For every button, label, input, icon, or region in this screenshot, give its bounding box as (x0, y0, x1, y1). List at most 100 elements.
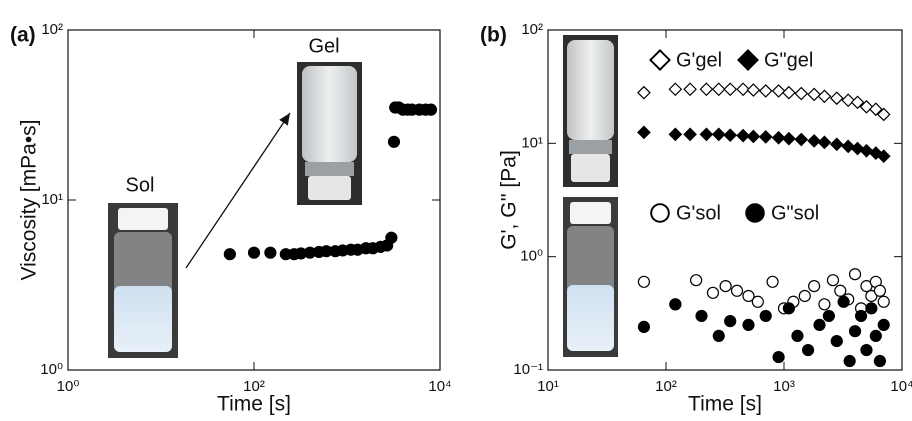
data-point (860, 343, 873, 357)
legend-label: G'gel (676, 49, 722, 71)
annotation: Sol (126, 174, 155, 196)
data-point (822, 309, 835, 323)
data-point (706, 286, 720, 299)
data-point (817, 89, 832, 104)
gel-photo (297, 62, 362, 205)
data-point (699, 82, 714, 97)
legend-marker (650, 203, 670, 223)
data-point (826, 274, 840, 287)
sol-photo (108, 203, 178, 358)
data-point (841, 93, 856, 108)
data-point (865, 302, 878, 315)
data-point (247, 246, 261, 259)
y-tick-label: 10¹ (41, 191, 63, 208)
x-tick-label: 10⁰ (57, 378, 80, 395)
data-point (223, 248, 236, 261)
data-point (387, 135, 401, 148)
data-point (868, 146, 883, 160)
data-point (751, 295, 764, 308)
legend-marker (649, 49, 671, 71)
y-tick-label: 10² (41, 21, 63, 38)
sol-photo-b (563, 197, 618, 357)
legend-marker (737, 49, 759, 71)
data-point (637, 125, 651, 140)
data-point (854, 309, 868, 323)
y-axis-label: Viscosity [mPa•s] (18, 119, 41, 280)
plot-frame (547, 29, 903, 371)
data-point (807, 134, 821, 148)
data-point (829, 91, 844, 106)
x-tick-label: 10² (243, 378, 265, 395)
data-point (736, 82, 750, 97)
data-point (848, 268, 862, 281)
legend-label: G'sol (676, 202, 721, 224)
data-point (859, 143, 874, 158)
data-point (807, 87, 821, 102)
data-point (771, 84, 786, 98)
data-point (808, 279, 821, 293)
data-point (848, 325, 862, 338)
x-tick-label: 10⁴ (428, 378, 451, 395)
annotation: Gel (308, 35, 339, 57)
data-point (690, 274, 703, 287)
x-tick-label: 10³ (773, 378, 795, 395)
y-tick-label: 10⁰ (520, 248, 543, 265)
data-point (736, 128, 750, 143)
data-point (877, 295, 890, 308)
x-axis-label: Time [s] (688, 393, 762, 416)
data-point (876, 149, 891, 164)
data-point (637, 85, 651, 100)
data-point (746, 83, 761, 97)
data-point (782, 302, 795, 315)
data-point (711, 127, 726, 142)
data-point (873, 284, 887, 297)
data-point (669, 298, 682, 311)
data-point (837, 295, 850, 308)
data-point (695, 309, 708, 323)
data-point (813, 318, 826, 332)
data-point (818, 298, 831, 311)
y-tick-label: 10² (521, 21, 543, 38)
data-point (668, 127, 683, 142)
data-point (791, 329, 804, 342)
x-tick-label: 10¹ (537, 378, 559, 395)
data-point (264, 246, 277, 259)
data-point (385, 231, 398, 244)
data-point (794, 86, 809, 101)
data-point (771, 130, 786, 145)
data-point (834, 284, 847, 297)
data-point (758, 130, 773, 144)
x-tick-label: 10² (655, 378, 677, 395)
data-point (829, 137, 844, 152)
data-point (859, 99, 874, 114)
data-point (699, 127, 714, 142)
arrow (185, 112, 291, 269)
data-point (424, 103, 438, 116)
data-point (794, 132, 809, 147)
data-point (683, 127, 697, 142)
data-point (712, 329, 725, 342)
data-point (772, 350, 785, 364)
legend-label: G"gel (764, 49, 813, 71)
data-point (723, 128, 738, 143)
y-tick-label: 10⁰ (40, 361, 63, 378)
data-point (724, 315, 737, 328)
data-point (873, 354, 887, 368)
data-point (869, 329, 882, 342)
data-point (843, 354, 856, 368)
data-point (782, 131, 796, 146)
legend-label: G"sol (771, 202, 819, 224)
y-tick-label: 10¹ (521, 134, 543, 151)
data-point (730, 284, 744, 297)
y-tick-label: 10⁻¹ (513, 361, 543, 378)
gel-photo-b (563, 35, 618, 187)
data-point (758, 84, 773, 98)
data-point (723, 82, 738, 97)
data-point (877, 318, 890, 332)
data-point (801, 343, 815, 357)
data-point (719, 279, 732, 293)
data-point (798, 289, 811, 303)
data-point (742, 289, 755, 303)
data-point (841, 139, 856, 154)
